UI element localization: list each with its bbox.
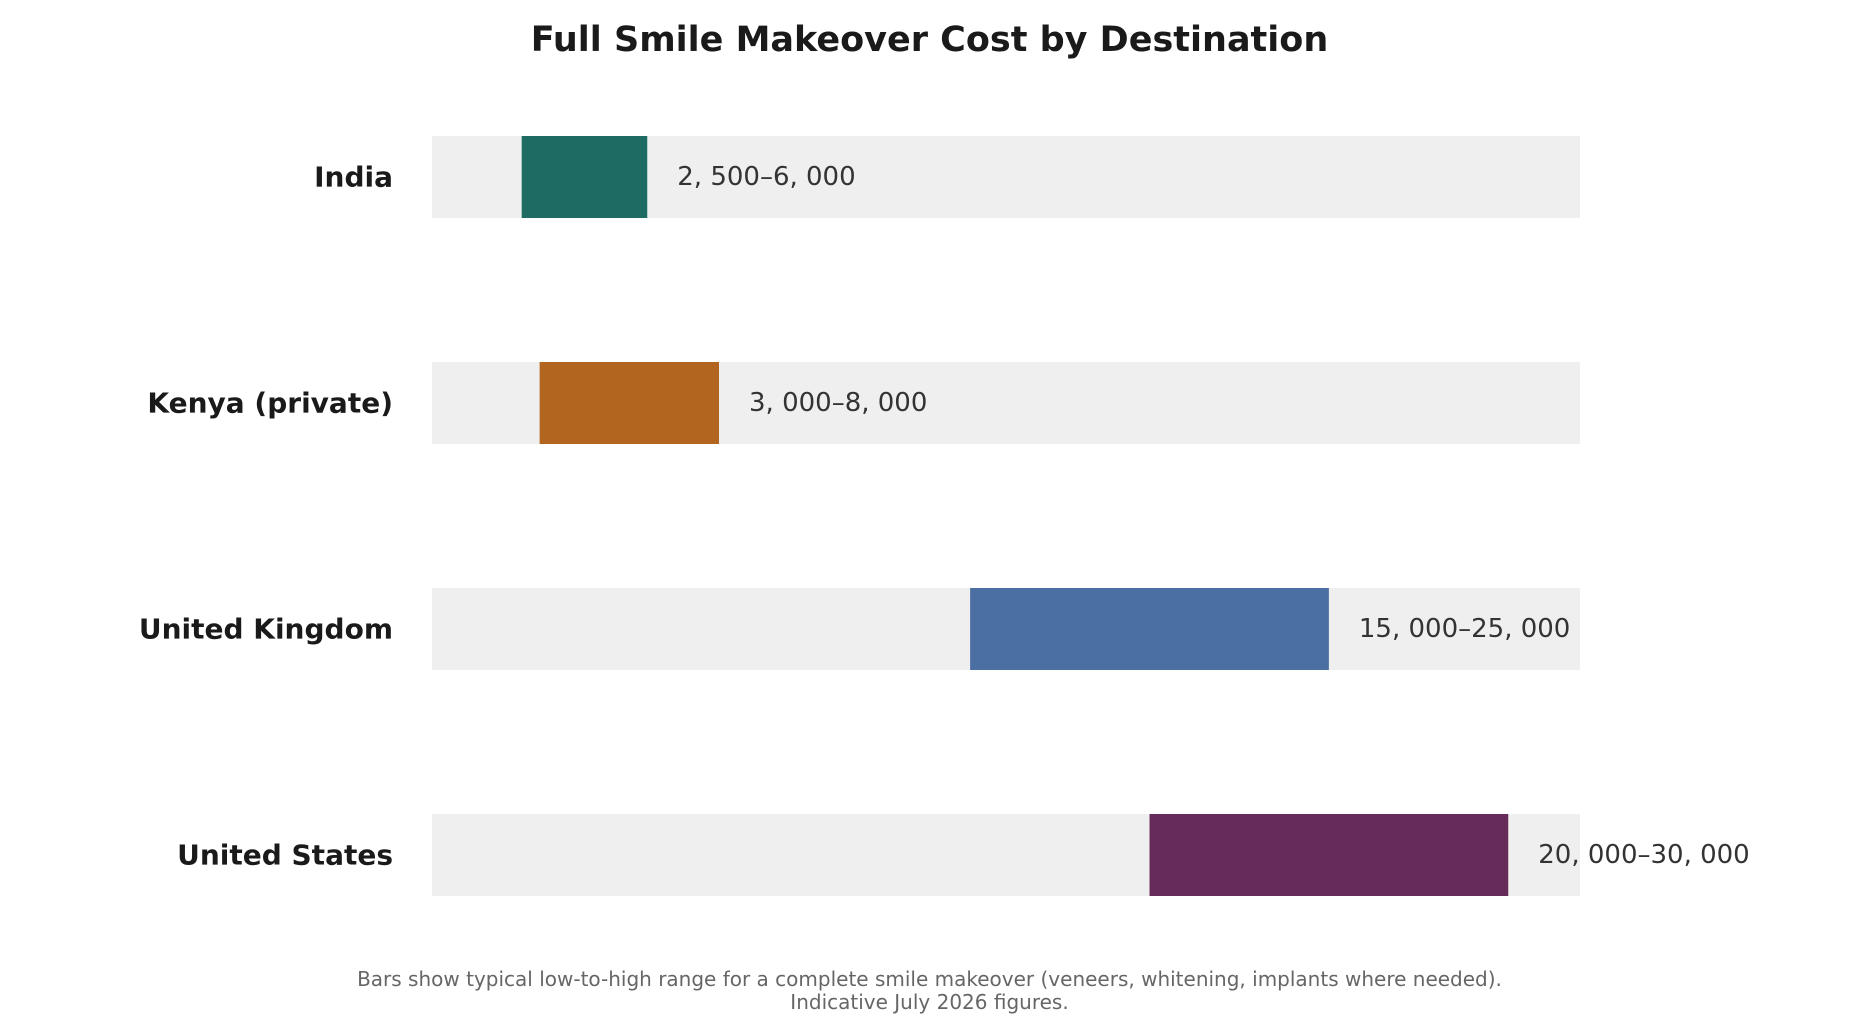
- range-value-label: 20, 000–30, 000: [1538, 840, 1749, 870]
- range-bar: [1149, 814, 1509, 896]
- range-value-label: 3, 000–8, 000: [749, 388, 927, 418]
- footnote-line-2: Indicative July 2026 figures.: [790, 990, 1069, 1014]
- chart-title: Full Smile Makeover Cost by Destination: [530, 20, 1329, 60]
- range-bar: [539, 362, 719, 444]
- category-label: India: [314, 161, 393, 194]
- category-label: Kenya (private): [147, 387, 393, 420]
- range-bar: [521, 136, 648, 218]
- range-bar: [970, 588, 1329, 670]
- chart-footnote: Bars show typical low-to-high range for …: [0, 968, 1859, 1014]
- category-label: United States: [177, 839, 393, 872]
- category-label: United Kingdom: [139, 613, 393, 646]
- range-value-label: 15, 000–25, 000: [1359, 614, 1570, 644]
- range-value-label: 2, 500–6, 000: [677, 162, 855, 192]
- footnote-line-1: Bars show typical low-to-high range for …: [357, 967, 1502, 991]
